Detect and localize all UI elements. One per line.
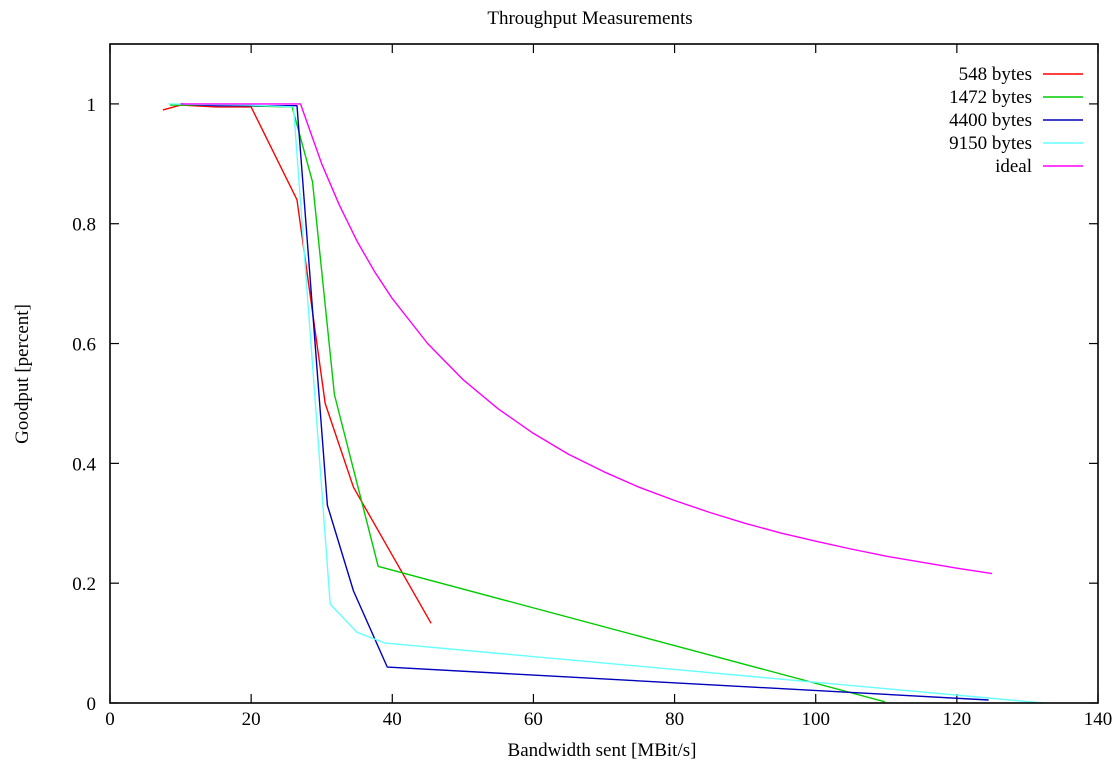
legend-label: 548 bytes [959, 64, 1032, 85]
y-tick-label: 1 [87, 95, 97, 116]
x-tick-label: 100 [801, 709, 830, 730]
y-tick-label: 0 [87, 694, 97, 715]
series-line-2 [180, 103, 989, 701]
chart-title: Throughput Measurements [487, 8, 692, 29]
x-tick-label: 120 [943, 709, 972, 730]
series-lines [162, 103, 1044, 704]
series-line-0 [162, 104, 432, 624]
x-axis-title: Bandwidth sent [MBit/s] [508, 740, 697, 761]
y-tick-label: 0.2 [72, 574, 96, 595]
axis-ticks: 0 20 40 60 80 100 120 140 0 0.2 0.4 0.6 0.8 1 [72, 44, 1112, 730]
legend-label: 1472 bytes [949, 87, 1032, 108]
x-tick-label: 140 [1084, 709, 1113, 730]
x-tick-label: 60 [524, 709, 543, 730]
legend-label: 9150 bytes [949, 133, 1032, 154]
series-line-3 [168, 103, 1044, 704]
legend-label: 4400 bytes [949, 110, 1032, 131]
x-tick-label: 80 [665, 709, 684, 730]
x-tick-label: 20 [242, 709, 261, 730]
x-tick-label: 0 [105, 709, 115, 730]
y-tick-label: 0.4 [72, 454, 96, 475]
y-axis-title: Goodput [percent] [12, 304, 33, 444]
legend-label: ideal [995, 156, 1032, 177]
y-tick-label: 0.8 [72, 215, 96, 236]
y-tick-label: 0.6 [72, 335, 96, 356]
plot-frame [109, 43, 1099, 704]
series-line-1 [170, 104, 886, 703]
x-tick-label: 40 [383, 709, 402, 730]
series-line-4 [180, 103, 993, 575]
